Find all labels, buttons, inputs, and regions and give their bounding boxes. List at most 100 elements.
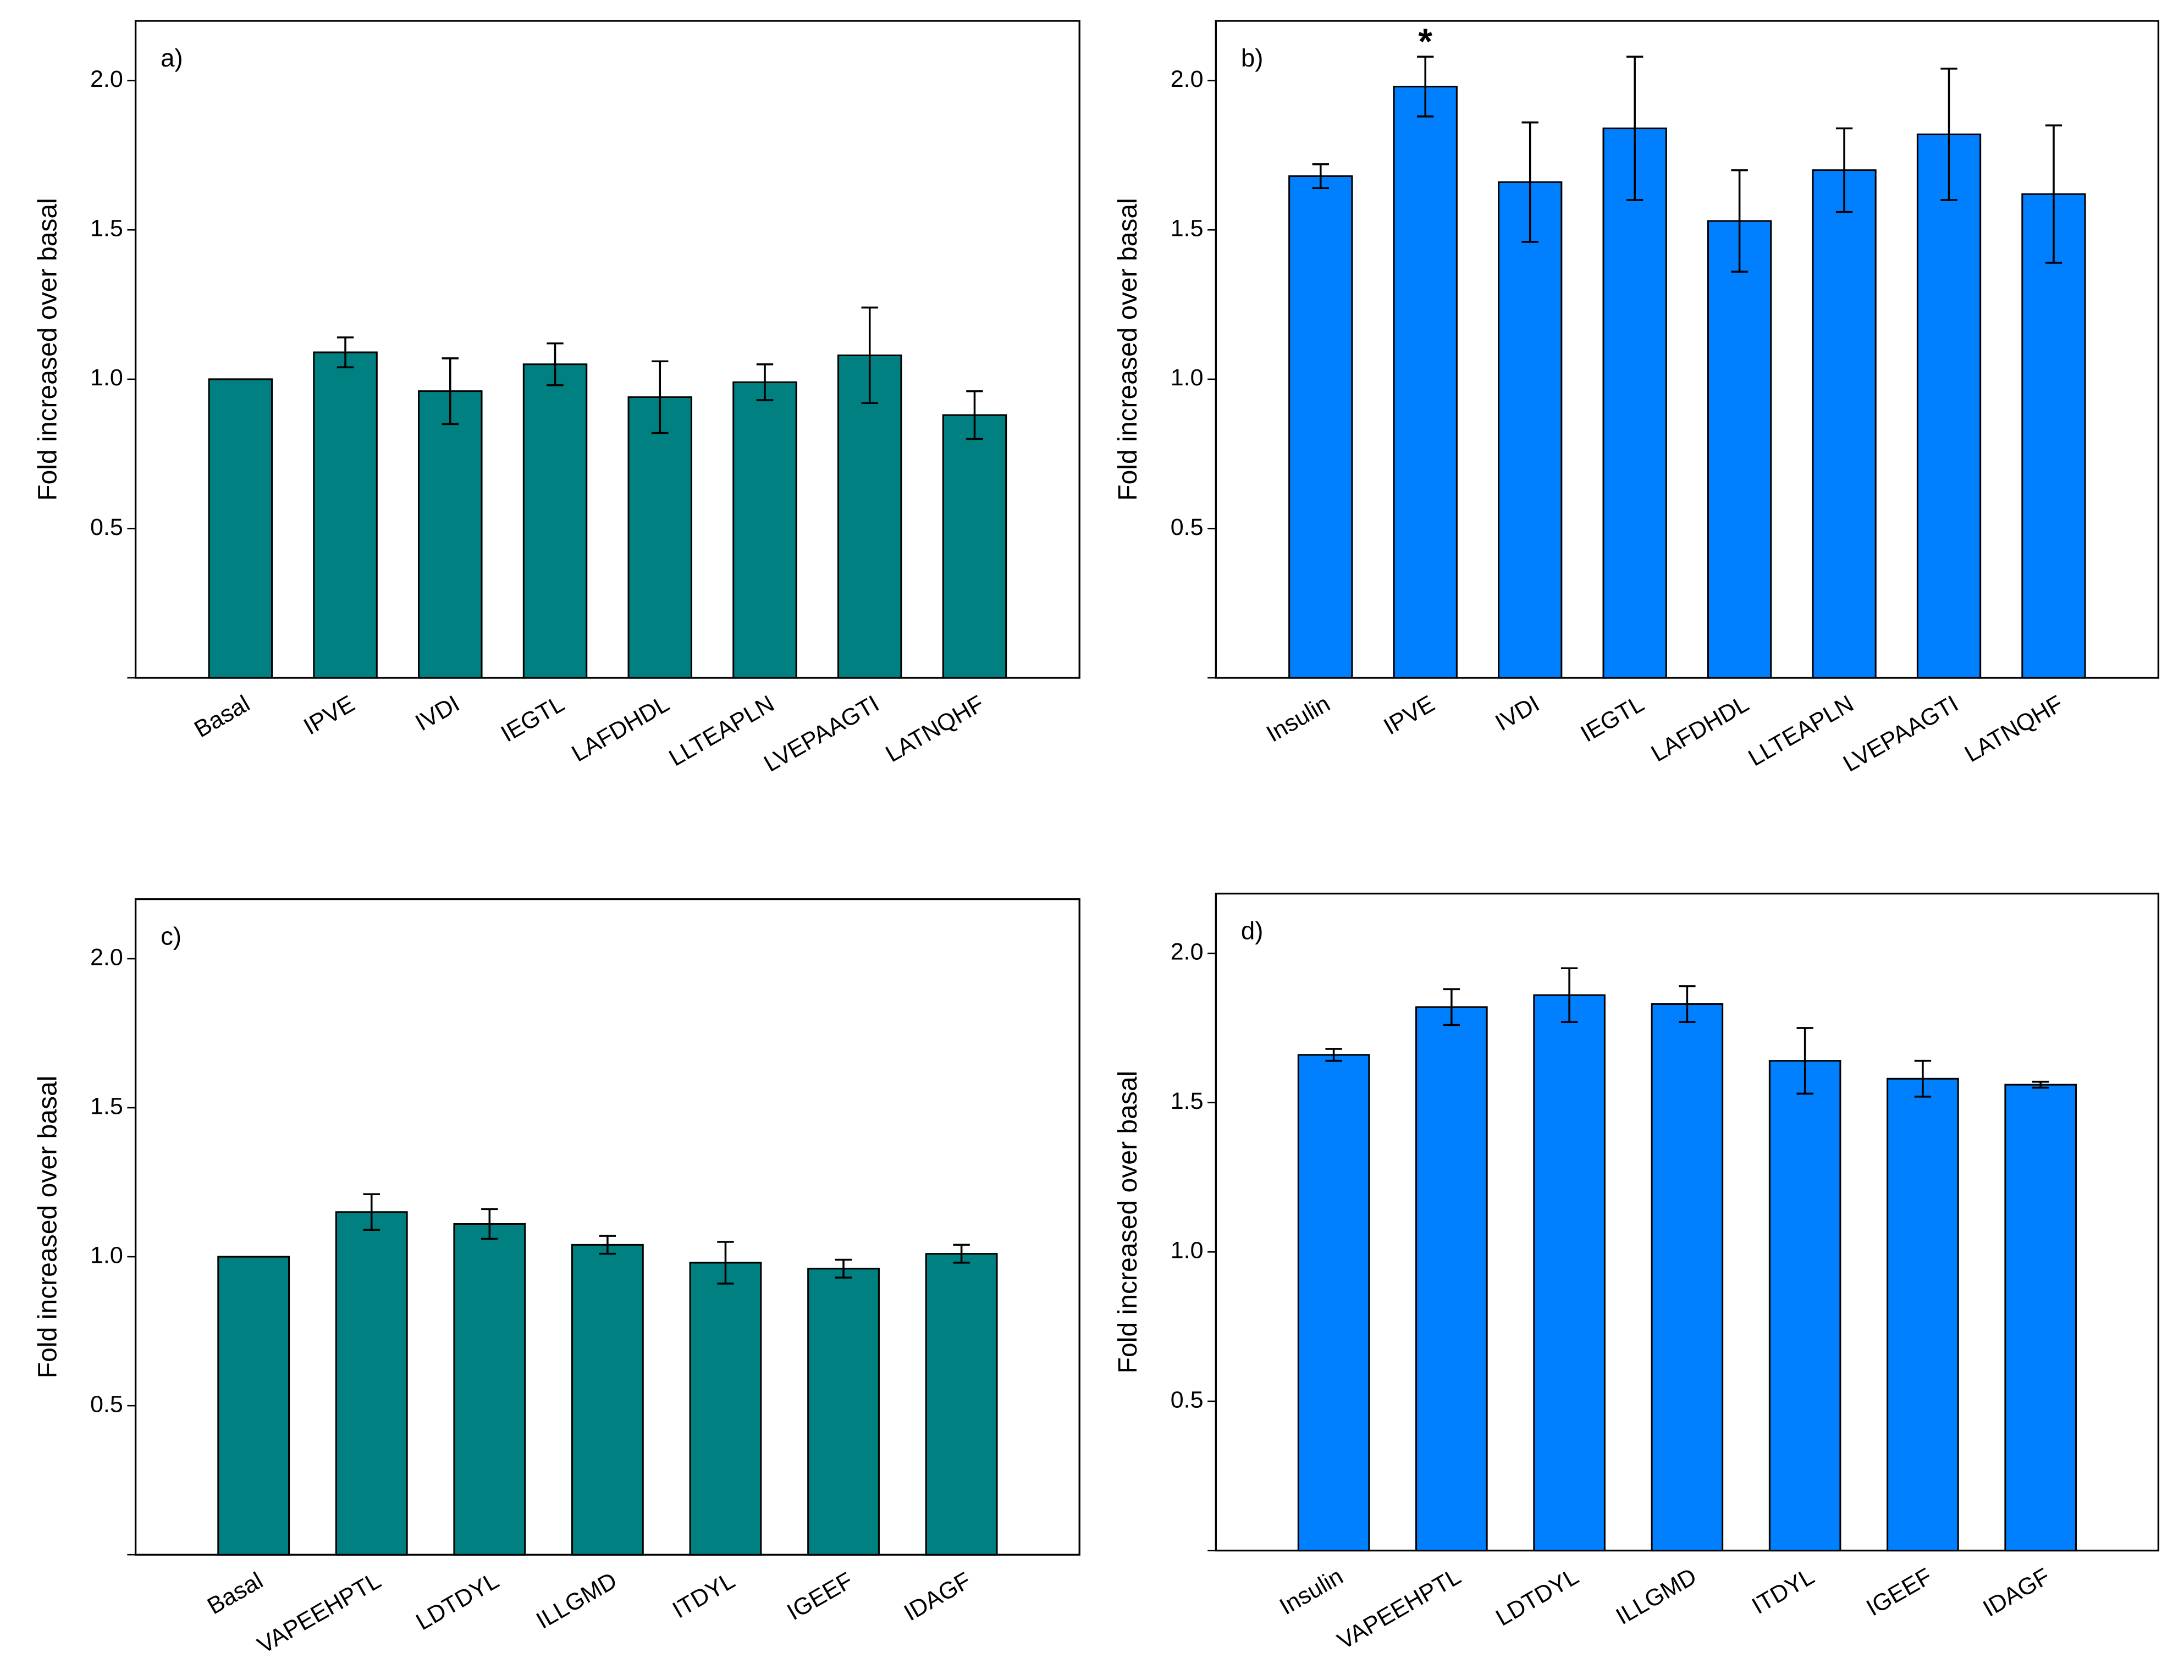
bar bbox=[1602, 128, 1667, 679]
bar bbox=[2021, 193, 2086, 679]
x-tick-label: IGEEF bbox=[1862, 1563, 1937, 1621]
error-bar bbox=[363, 1193, 380, 1231]
chart-panel: 0.5 1.0 1.5 2.0 Fold increased over basal d) I… bbox=[1113, 892, 2160, 1655]
bar bbox=[313, 351, 378, 679]
x-tick-label: LAFDHDL bbox=[1647, 690, 1753, 767]
error-bar bbox=[481, 1208, 498, 1240]
bar bbox=[1812, 169, 1877, 679]
x-tick-label: LLTEAPLN bbox=[1744, 690, 1858, 772]
error-bar bbox=[442, 357, 459, 425]
y-axis-label: Fold increased over basal bbox=[32, 1076, 62, 1379]
bar bbox=[2004, 1084, 2077, 1552]
chart-panel: 0.5 1.0 1.5 2.0 Fold increased over basal a) B… bbox=[32, 20, 1080, 777]
y-tick-label: 1.0 bbox=[1171, 364, 1204, 391]
y-axis-label: Fold increased over basal bbox=[32, 198, 62, 501]
error-bar bbox=[547, 342, 564, 386]
x-tick-label: ILLGMD bbox=[532, 1567, 621, 1634]
bar bbox=[522, 363, 588, 679]
panel-label: c) bbox=[161, 922, 181, 950]
x-tick-label: IDAGF bbox=[900, 1567, 975, 1626]
bar bbox=[1768, 1060, 1841, 1552]
error-bar bbox=[835, 1258, 852, 1279]
x-tick-label: VAPEEHPTL bbox=[1333, 1563, 1465, 1655]
y-tick-label: 1.0 bbox=[1171, 1237, 1204, 1264]
bar bbox=[1288, 175, 1353, 679]
plot-frame bbox=[1215, 20, 2160, 679]
x-tick-label: LVEPAAGTI bbox=[759, 690, 884, 777]
error-bar bbox=[2032, 1080, 2049, 1089]
x-tick-label: Insulin bbox=[1275, 1563, 1348, 1620]
error-bar bbox=[1325, 1048, 1342, 1062]
panel-label: b) bbox=[1241, 44, 1264, 72]
bar bbox=[217, 1256, 290, 1556]
bar bbox=[1707, 220, 1772, 679]
bar bbox=[335, 1211, 408, 1556]
x-tick-label: LVEPAAGTI bbox=[1839, 690, 1963, 777]
y-tick-label: 1.5 bbox=[1171, 215, 1204, 242]
bar bbox=[1651, 1003, 1724, 1552]
error-bar bbox=[1443, 988, 1460, 1026]
x-tick-label: LDTDYL bbox=[412, 1567, 504, 1635]
x-tick-label: IDAGF bbox=[1979, 1563, 2055, 1622]
bar bbox=[208, 378, 273, 679]
error-bar bbox=[1940, 68, 1957, 201]
panel-label: a) bbox=[161, 44, 183, 72]
error-bar bbox=[756, 363, 774, 401]
bar bbox=[1297, 1054, 1370, 1552]
plot-frame bbox=[134, 20, 1080, 679]
bar bbox=[1887, 1077, 1959, 1552]
x-tick-label: IGEEF bbox=[782, 1567, 857, 1626]
y-tick-label: 2.0 bbox=[1171, 66, 1204, 92]
bar bbox=[732, 381, 797, 679]
x-tick-label: IVDI bbox=[1491, 690, 1543, 736]
x-tick-label: IEGTL bbox=[497, 690, 569, 748]
bar bbox=[571, 1244, 644, 1556]
x-tick-label: IEGTL bbox=[1576, 690, 1649, 748]
error-bar bbox=[1679, 985, 1696, 1023]
error-bar bbox=[337, 336, 354, 368]
bar bbox=[837, 354, 902, 679]
x-tick-label: Basal bbox=[190, 690, 254, 743]
bar bbox=[689, 1262, 762, 1556]
x-tick-label: ITDYL bbox=[668, 1567, 740, 1624]
bar bbox=[1533, 994, 1606, 1552]
y-tick-label: 0.5 bbox=[90, 514, 123, 540]
error-bar bbox=[1312, 163, 1329, 189]
error-bar bbox=[861, 306, 878, 405]
x-tick-label: ITDYL bbox=[1747, 1563, 1819, 1620]
error-bar bbox=[1796, 1027, 1813, 1095]
bar bbox=[418, 390, 483, 679]
error-bar bbox=[1626, 56, 1643, 201]
y-tick-label: 1.5 bbox=[1171, 1088, 1204, 1114]
bar bbox=[1393, 85, 1458, 679]
x-tick-label: VAPEEHPTL bbox=[253, 1567, 385, 1659]
y-tick-label: 0.5 bbox=[1171, 1386, 1204, 1413]
x-tick-label: LLTEAPLN bbox=[665, 690, 779, 772]
chart-panel: 0.5 1.0 1.5 2.0 Fold increased over basal b) I… bbox=[1113, 20, 2160, 777]
bar bbox=[1415, 1006, 1488, 1552]
annotation: * bbox=[1418, 21, 1432, 62]
y-tick-label: 1.0 bbox=[90, 364, 123, 391]
error-bar bbox=[1731, 169, 1748, 273]
x-tick-label: LDTDYL bbox=[1491, 1563, 1583, 1631]
y-tick-label: 0.5 bbox=[90, 1391, 123, 1417]
x-tick-label: LAFDHDL bbox=[567, 690, 674, 767]
x-tick-label: IPVE bbox=[1380, 690, 1440, 740]
y-axis-label: Fold increased over basal bbox=[1113, 1071, 1143, 1374]
y-tick-label: 0.5 bbox=[1171, 514, 1204, 540]
error-bar bbox=[599, 1235, 616, 1255]
bar bbox=[453, 1223, 526, 1556]
x-tick-label: LATNQHF bbox=[881, 690, 989, 767]
error-bar bbox=[717, 1241, 734, 1285]
x-tick-label: ILLGMD bbox=[1612, 1563, 1701, 1630]
y-tick-label: 2.0 bbox=[90, 66, 123, 92]
error-bar bbox=[652, 360, 669, 434]
error-bar bbox=[966, 390, 983, 440]
bar bbox=[1498, 181, 1563, 679]
error-bar bbox=[2045, 124, 2062, 264]
x-tick-label: Basal bbox=[203, 1567, 267, 1620]
x-tick-label: IPVE bbox=[299, 690, 359, 740]
bar bbox=[1916, 133, 1982, 679]
y-tick-label: 1.0 bbox=[90, 1242, 123, 1268]
